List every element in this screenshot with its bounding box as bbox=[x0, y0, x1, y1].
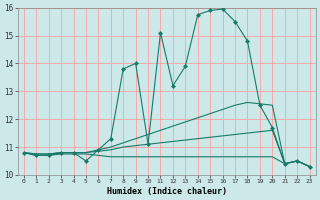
X-axis label: Humidex (Indice chaleur): Humidex (Indice chaleur) bbox=[107, 187, 227, 196]
